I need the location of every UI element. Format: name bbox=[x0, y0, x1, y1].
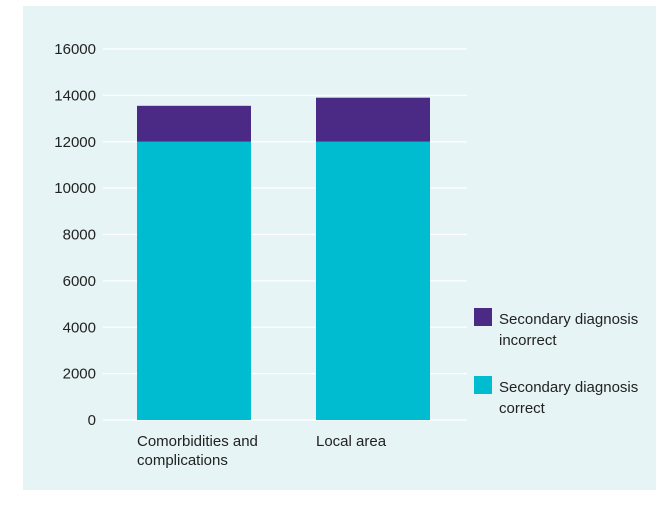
y-tick-label: 12000 bbox=[54, 134, 96, 151]
bar-segment-incorrect-0 bbox=[137, 105, 251, 142]
legend-swatch bbox=[474, 308, 492, 326]
legend-label: incorrect bbox=[499, 332, 557, 349]
legend-label: correct bbox=[499, 400, 546, 417]
y-tick-label: 8000 bbox=[63, 227, 96, 244]
bar-segment-correct-0 bbox=[137, 141, 251, 420]
x-category-label: complications bbox=[137, 452, 228, 469]
y-tick-label: 14000 bbox=[54, 87, 96, 104]
bar-segment-incorrect-1 bbox=[316, 97, 430, 142]
y-tick-label: 4000 bbox=[63, 319, 96, 336]
y-tick-label: 6000 bbox=[63, 273, 96, 290]
y-tick-label: 2000 bbox=[63, 366, 96, 383]
y-tick-label: 10000 bbox=[54, 180, 96, 197]
y-tick-label: 16000 bbox=[54, 41, 96, 58]
y-tick-label: 0 bbox=[88, 412, 96, 429]
legend-label: Secondary diagnosis bbox=[499, 379, 638, 396]
x-category-label: Local area bbox=[316, 433, 387, 450]
bar-segment-correct-1 bbox=[316, 141, 430, 420]
legend-swatch bbox=[474, 376, 492, 394]
x-category-label: Comorbidities and bbox=[137, 433, 258, 450]
legend-label: Secondary diagnosis bbox=[499, 311, 638, 328]
